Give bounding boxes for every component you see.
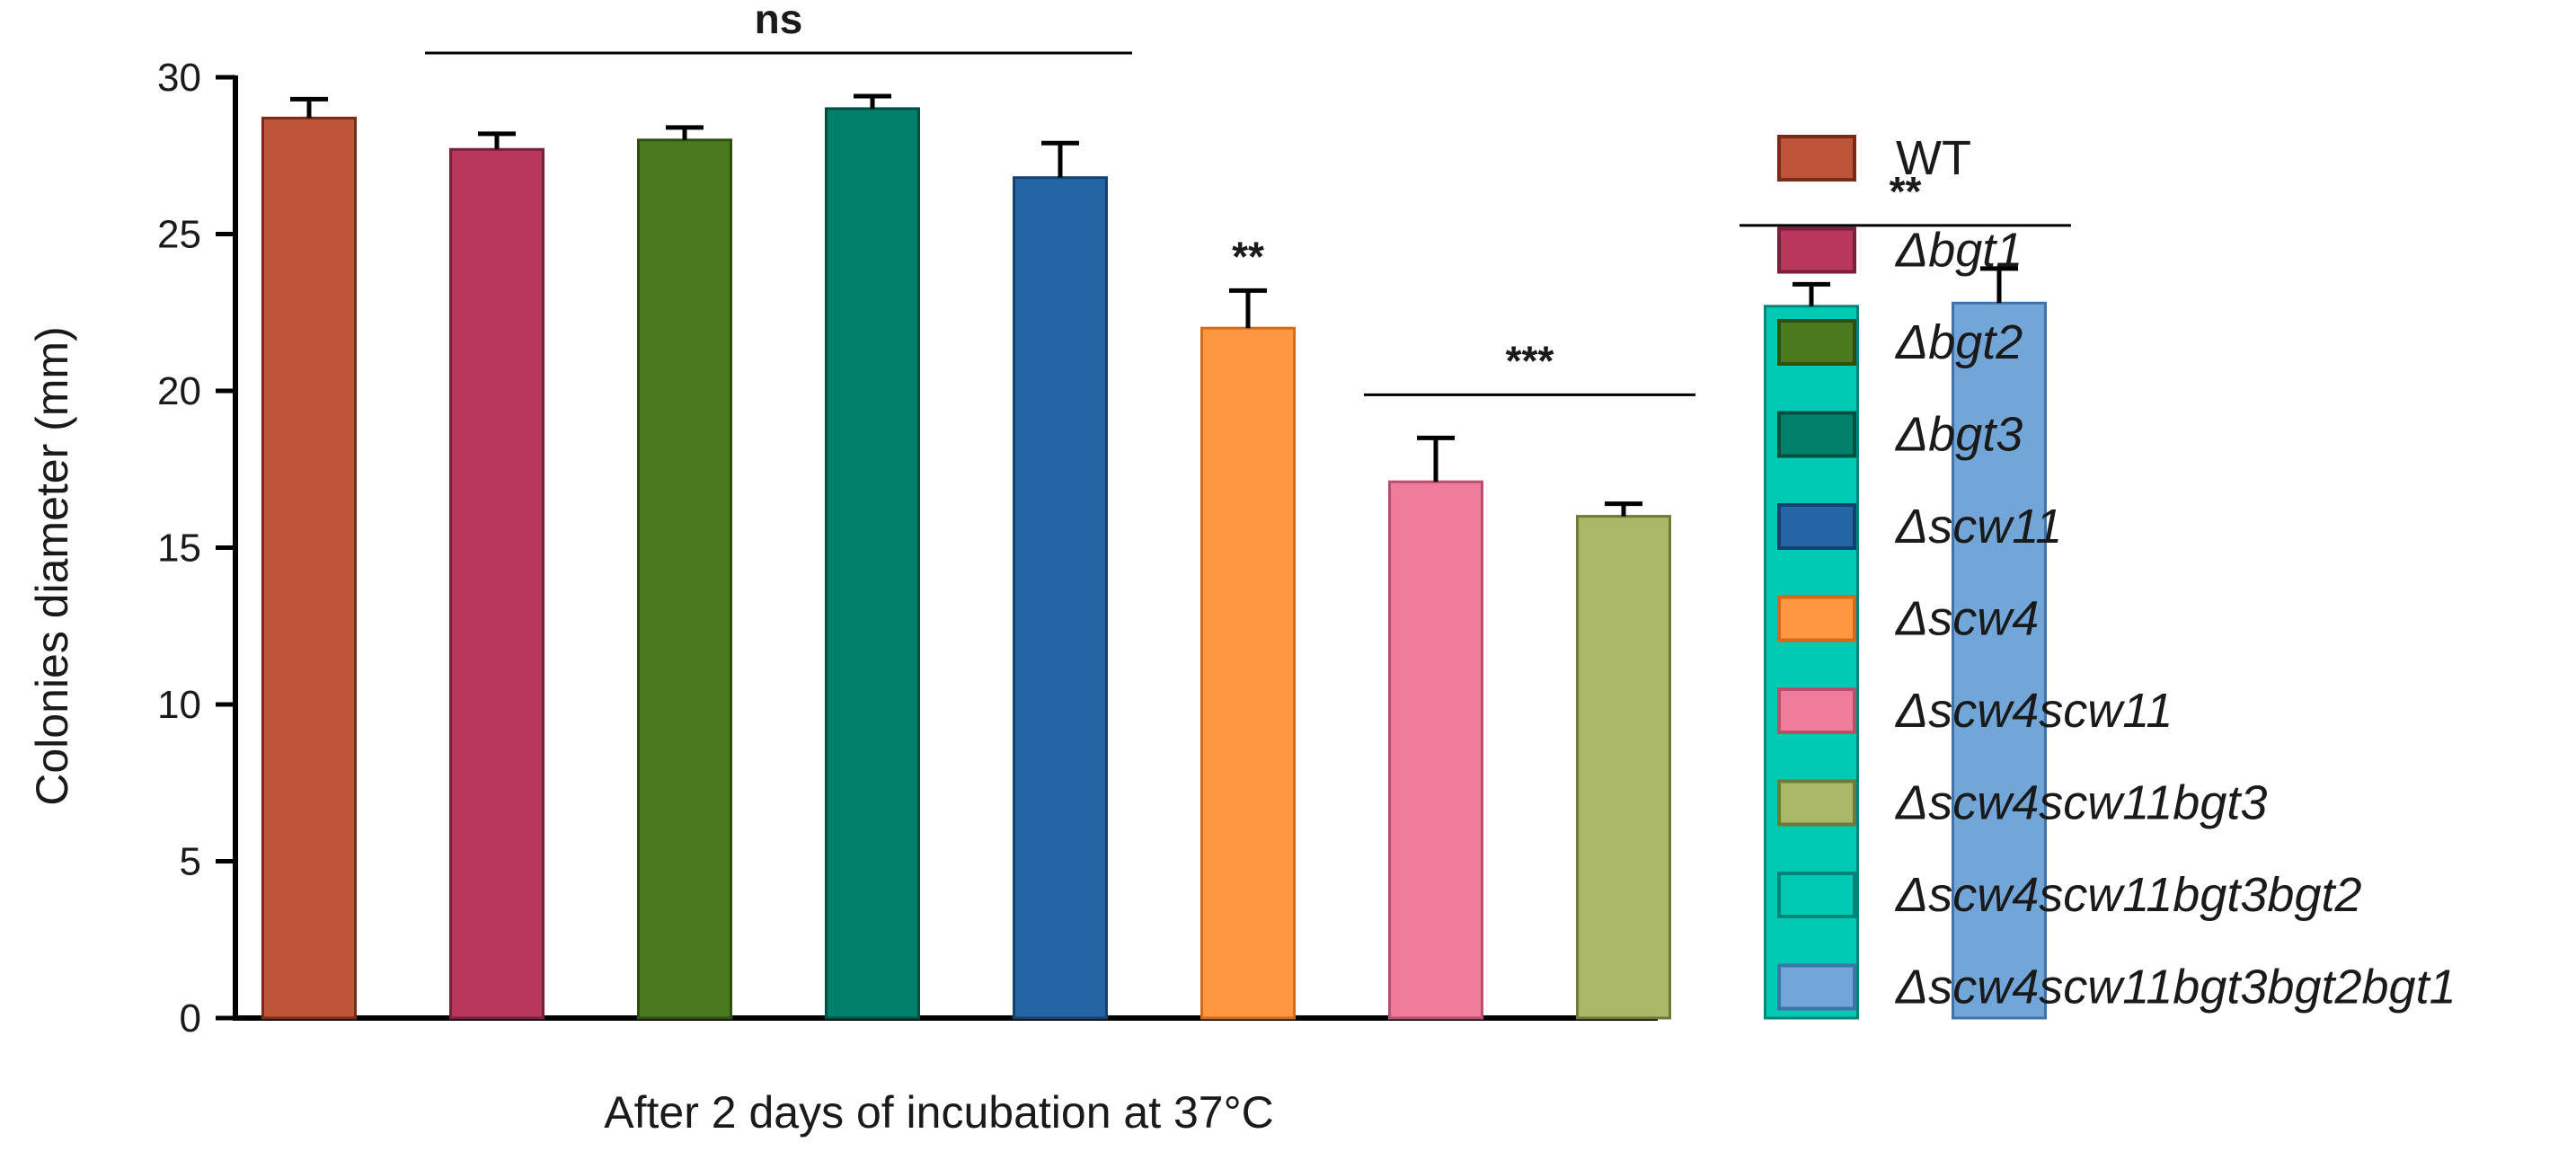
legend-label: Δbgt2 [1894, 315, 2023, 369]
y-axis-label: Colonies diameter (mm) [27, 326, 77, 805]
legend-swatch [1777, 779, 1856, 827]
legend-swatch [1777, 411, 1856, 458]
legend-swatch [1777, 226, 1856, 274]
bar [1388, 480, 1483, 1020]
x-axis-label: After 2 days of incubation at 37°C [604, 1087, 1273, 1138]
bar [1013, 176, 1108, 1020]
y-tick-label: 15 [157, 527, 201, 571]
significance-label: ** [1890, 168, 1922, 215]
bar [1200, 326, 1296, 1020]
y-tick-label: 25 [157, 213, 201, 257]
legend-swatch [1777, 963, 1856, 1011]
y-tick-label: 10 [157, 683, 201, 727]
y-tick-label: 5 [180, 840, 201, 884]
legend-label: Δscw4scw11 [1894, 684, 2173, 738]
significance-annotations: ns******* [425, 0, 2071, 396]
significance-label: *** [1506, 337, 1554, 384]
significance-label: ** [1232, 233, 1264, 279]
legend-swatch [1777, 503, 1856, 550]
bar [637, 138, 732, 1020]
legend-label: Δscw4scw11bgt3 [1894, 776, 2267, 830]
bar [825, 107, 920, 1020]
y-tick-label: 20 [157, 369, 201, 413]
legend-swatch [1777, 135, 1856, 182]
bar [449, 147, 544, 1020]
bar [1576, 515, 1671, 1020]
legend-label: Δbgt1 [1894, 224, 2023, 278]
legend: WT Δbgt1 Δbgt2 Δbgt3 Δscw11 Δscw4 Δscw4scw11 Δs… [1777, 131, 2456, 1014]
legend-label: Δscw4scw11bgt3bgt2 [1894, 868, 2362, 922]
legend-swatch [1777, 872, 1856, 918]
legend-swatch [1777, 319, 1856, 366]
bar [261, 116, 357, 1020]
legend-label: Δscw4 [1894, 592, 2039, 646]
legend-label: WT [1896, 131, 1971, 185]
legend-label: Δscw4scw11bgt3bgt2bgt1 [1894, 961, 2456, 1014]
y-tick-label: 30 [157, 56, 201, 100]
legend-label: Δbgt3 [1894, 408, 2023, 462]
y-tick-label: 0 [180, 996, 201, 1041]
legend-swatch [1777, 687, 1856, 734]
legend-swatch [1777, 595, 1856, 642]
bar [1952, 301, 2047, 1020]
significance-label: ns [755, 0, 803, 42]
legend-label: Δscw11 [1894, 500, 2062, 554]
